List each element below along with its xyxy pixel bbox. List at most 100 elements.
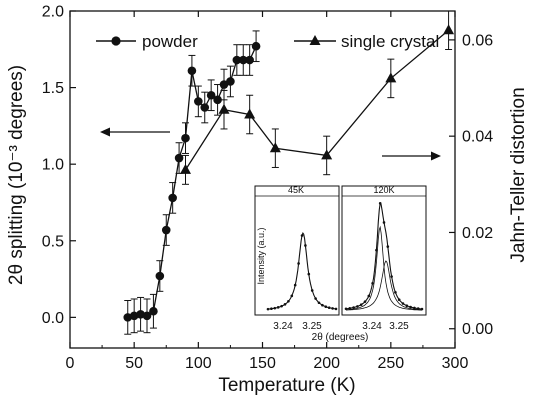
inset-data-point (300, 234, 304, 237)
inset-data-point (397, 298, 401, 302)
right-axis-title: Jahn-Teller distortion (508, 87, 529, 262)
series-powder (123, 30, 261, 335)
inset-data-point (287, 300, 290, 303)
x-axis-ticks: 0 50 100 150 200 250 300 (66, 11, 469, 372)
legend: powder single crystal (96, 32, 439, 51)
data-point (206, 90, 216, 100)
inset-right-tick-1: 3.24 (362, 321, 382, 332)
inset-right-tick-2: 3.25 (389, 321, 409, 332)
right-tick-label: 0.02 (462, 225, 493, 242)
data-point (174, 153, 184, 163)
left-tick-label: 0.5 (42, 233, 64, 250)
data-point (321, 149, 333, 160)
inset-data-point (386, 245, 390, 248)
left-tick-label: 1.0 (42, 157, 64, 174)
inset-data-point (401, 302, 405, 305)
data-point (251, 41, 261, 51)
legend-crystal-marker (309, 35, 321, 45)
data-point (232, 55, 242, 65)
inset-data-point (378, 202, 382, 205)
data-point (142, 311, 152, 321)
legend-crystal-label: single crystal (341, 32, 439, 51)
right-axis-arrow (382, 151, 441, 161)
series-line (127, 45, 257, 318)
left-axis-arrow (100, 127, 170, 137)
inset-left-tick-2: 3.25 (302, 321, 322, 332)
inset-data-point (405, 304, 409, 307)
x-tick-label: 300 (442, 355, 469, 372)
inset-panel-right-frame (341, 185, 427, 316)
x-tick-label: 100 (185, 355, 212, 372)
inset-data-point (273, 306, 277, 310)
data-point (181, 133, 190, 143)
inset-panel-right-title: 120K (373, 185, 394, 195)
data-point (136, 310, 145, 319)
x-tick-label: 50 (125, 355, 143, 372)
data-point (244, 108, 256, 119)
data-point (187, 66, 197, 76)
inset-data-point (317, 301, 321, 305)
inset-panel-left-title: 45K (288, 185, 304, 195)
left-tick-label: 0.0 (42, 310, 64, 327)
data-point (269, 142, 281, 153)
inset-data-point (324, 305, 328, 309)
inset-data-point (270, 307, 273, 311)
inset-data-point (293, 283, 297, 287)
inset-data-point (334, 307, 338, 311)
inset-panel-left-frame (254, 185, 340, 316)
x-tick-label: 0 (66, 355, 75, 372)
inset-data-point (327, 306, 331, 310)
series-single-crystal (180, 10, 455, 185)
data-point (129, 311, 139, 321)
right-tick-label: 0.06 (462, 32, 493, 49)
data-point (168, 193, 177, 203)
inset-data-point (363, 300, 367, 303)
right-axis-ticks: 0.00 0.02 0.04 0.06 (449, 32, 493, 338)
inset-curves (266, 201, 424, 311)
data-point (200, 103, 210, 112)
inset-y-label: Intensity (a.u.) (256, 227, 266, 284)
data-point (226, 77, 235, 86)
data-point (238, 55, 248, 65)
inset-data-point (382, 221, 386, 224)
left-tick-label: 2.0 (42, 4, 64, 21)
inset-x-label: 2θ (degrees) (312, 332, 369, 343)
inset-data-point (283, 303, 287, 306)
data-point (149, 306, 158, 316)
x-tick-label: 200 (313, 355, 340, 372)
data-point (155, 271, 165, 281)
inset-data-point (310, 289, 314, 292)
data-point (245, 55, 254, 65)
data-point (123, 313, 133, 322)
inset-data-point (413, 306, 416, 310)
inset-data-point (276, 306, 280, 309)
inset-data-point (371, 281, 374, 285)
legend-powder-marker (111, 36, 121, 46)
data-point (213, 95, 222, 105)
inset-data-point (307, 272, 311, 276)
inset-data-point (297, 262, 300, 265)
series-layer (123, 10, 455, 335)
data-point (385, 72, 397, 83)
inset-data-point (280, 304, 283, 308)
inset-data-point (348, 306, 352, 310)
inset-data-point (331, 307, 334, 310)
inset-data-point (352, 306, 355, 309)
inset-data-point (356, 305, 359, 308)
inset-data-point (394, 291, 397, 294)
inset-data-point (290, 294, 294, 298)
inset-data-point (390, 275, 393, 278)
left-tick-label: 1.5 (42, 80, 64, 97)
x-tick-label: 250 (377, 355, 404, 372)
left-axis-title: 2θ splitting (10⁻³ degrees) (6, 65, 27, 285)
right-tick-label: 0.04 (462, 129, 493, 146)
data-point (161, 225, 171, 235)
x-tick-label: 150 (249, 355, 276, 372)
inset-data-point (409, 305, 412, 309)
inset-120k-component-2 (345, 260, 423, 311)
inset-data-point (314, 297, 317, 300)
data-point (180, 163, 191, 174)
inset: 45K 120K Intensity (a.u.) 3.24 3.25 3.24… (254, 185, 427, 343)
right-tick-label: 0.00 (462, 321, 493, 338)
